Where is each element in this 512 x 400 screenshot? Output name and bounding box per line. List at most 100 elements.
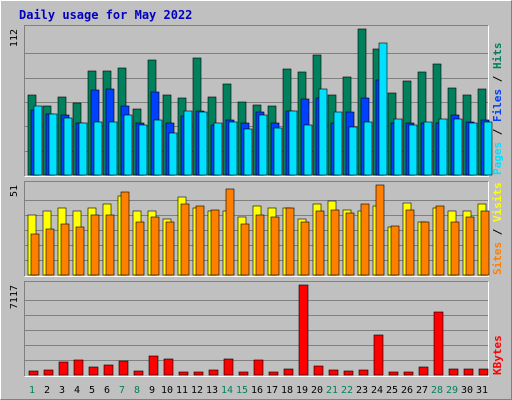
series-name: / [491, 122, 504, 142]
x-tick-label-day-2: 2 [44, 385, 50, 396]
bar-sites-day-20 [315, 210, 325, 276]
bar-sites-day-5 [90, 214, 100, 276]
x-tick-label-day-16: 16 [251, 385, 263, 396]
x-tick-label-day-30: 30 [461, 385, 473, 396]
chart-panels: 112 Pages / Files / Hits 51 Sites / Visits 7… [9, 25, 504, 377]
bar-pages-day-10 [168, 132, 178, 176]
x-tick-label-day-13: 13 [206, 385, 218, 396]
panel-3: 7117 KBytes [9, 281, 504, 377]
bar-pages-day-25 [393, 118, 403, 176]
bar-pages-day-9 [153, 119, 163, 176]
x-tick-label-day-7: 7 [119, 385, 125, 396]
bar-pages-day-6 [108, 121, 118, 176]
bar-kbytes-day-25 [388, 371, 399, 376]
bar-sites-day-30 [465, 216, 475, 276]
series-name: KBytes [491, 335, 504, 375]
bar-sites-day-23 [360, 203, 370, 276]
bar-sites-day-26 [405, 209, 415, 276]
bar-sites-day-9 [150, 216, 160, 276]
bar-sites-day-15 [240, 223, 250, 276]
bar-sites-day-10 [165, 221, 175, 276]
bar-pages-day-17 [273, 127, 283, 176]
bar-sites-day-6 [105, 214, 115, 276]
series-name: / [491, 69, 504, 89]
bar-pages-day-14 [228, 121, 238, 176]
x-tick-label-day-23: 23 [356, 385, 368, 396]
bar-sites-day-8 [135, 221, 145, 276]
panel-2: 51 Sites / Visits [9, 181, 504, 277]
plot-bevel-dark [24, 181, 489, 277]
bar-kbytes-day-31 [478, 368, 489, 376]
bar-kbytes-day-5 [88, 366, 99, 376]
bar-sites-day-19 [300, 221, 310, 276]
bar-sites-day-17 [270, 216, 280, 276]
bar-sites-day-11 [180, 203, 190, 276]
x-tick-label-day-9: 9 [149, 385, 155, 396]
x-tick-label-day-20: 20 [311, 385, 323, 396]
bar-sites-day-2 [45, 228, 55, 276]
bar-kbytes-day-18 [283, 368, 294, 376]
bar-pages-day-29 [453, 118, 463, 176]
y-series-label: Sites / Visits [491, 182, 504, 275]
bar-sites-day-13 [210, 209, 220, 276]
bar-sites-day-27 [420, 221, 430, 276]
bar-kbytes-day-17 [268, 371, 279, 376]
bar-kbytes-day-23 [358, 369, 369, 376]
bar-pages-day-13 [213, 122, 223, 176]
bar-pages-day-28 [438, 118, 448, 176]
bar-pages-day-4 [78, 122, 88, 176]
chart-title: Daily usage for May 2022 [19, 8, 192, 22]
bar-sites-day-14 [225, 188, 235, 276]
bar-kbytes-day-3 [58, 361, 69, 376]
bar-kbytes-day-10 [163, 358, 174, 376]
series-name: Files [491, 89, 504, 122]
bar-pages-day-20 [318, 88, 328, 176]
bar-kbytes-day-9 [148, 355, 159, 376]
x-tick-label-day-15: 15 [236, 385, 248, 396]
x-tick-label-day-19: 19 [296, 385, 308, 396]
bar-sites-day-22 [345, 212, 355, 276]
series-name: Pages [491, 142, 504, 175]
bar-sites-day-4 [75, 226, 85, 276]
bar-sites-day-3 [60, 223, 70, 276]
bar-kbytes-day-15 [238, 371, 249, 376]
x-tick-label-day-27: 27 [416, 385, 428, 396]
bar-pages-day-16 [258, 114, 268, 176]
x-tick-label-day-11: 11 [176, 385, 188, 396]
bar-sites-day-25 [390, 225, 400, 276]
bar-pages-day-30 [468, 122, 478, 176]
bar-sites-day-28 [435, 205, 445, 276]
x-tick-label-day-17: 17 [266, 385, 278, 396]
y-series-label: KBytes [491, 335, 504, 375]
plot-bevel-dark [24, 25, 489, 177]
x-tick-label-day-24: 24 [371, 385, 383, 396]
bar-pages-day-26 [408, 124, 418, 176]
x-tick-label-day-5: 5 [89, 385, 95, 396]
x-tick-label-day-22: 22 [341, 385, 353, 396]
bar-kbytes-day-2 [43, 369, 54, 376]
bar-kbytes-day-29 [448, 368, 459, 376]
bar-kbytes-day-16 [253, 359, 264, 376]
bar-sites-day-16 [255, 214, 265, 276]
bar-kbytes-day-28 [433, 311, 444, 376]
bar-pages-day-5 [93, 121, 103, 176]
x-tick-label-day-3: 3 [59, 385, 65, 396]
bar-kbytes-day-11 [178, 371, 189, 376]
bar-pages-day-7 [123, 114, 133, 176]
bar-sites-day-12 [195, 205, 205, 276]
x-tick-label-day-18: 18 [281, 385, 293, 396]
plot-bevel-light [24, 281, 489, 377]
bar-kbytes-day-6 [103, 364, 114, 376]
bar-kbytes-day-1 [28, 370, 39, 376]
bar-sites-day-31 [480, 210, 490, 276]
bar-pages-day-27 [423, 121, 433, 176]
bar-kbytes-day-24 [373, 334, 384, 376]
bar-pages-day-18 [288, 110, 298, 176]
bar-pages-day-3 [63, 117, 73, 176]
bar-pages-day-22 [348, 126, 358, 176]
bar-pages-day-24 [378, 42, 388, 176]
plot-bevel-light [24, 25, 489, 177]
bar-kbytes-day-12 [193, 371, 204, 376]
bar-kbytes-day-8 [133, 370, 144, 376]
